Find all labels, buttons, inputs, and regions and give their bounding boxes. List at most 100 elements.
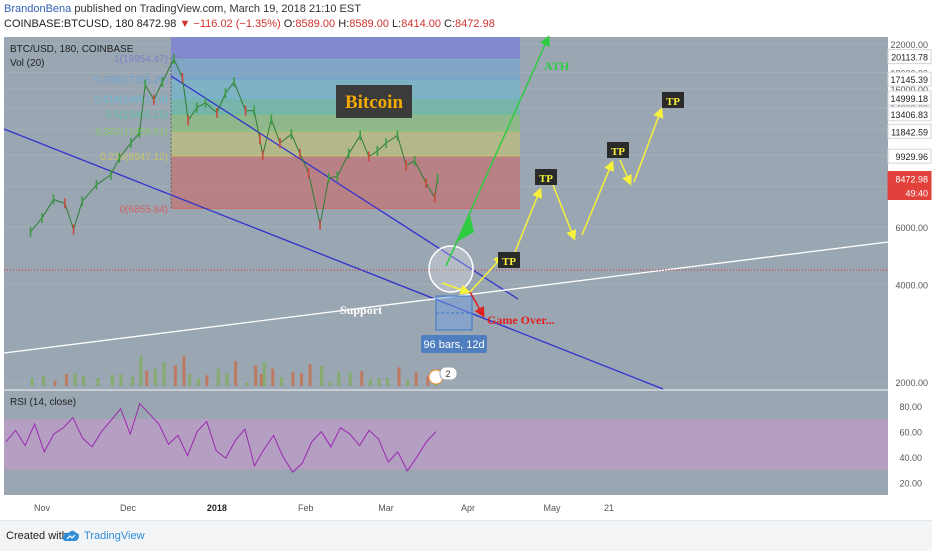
volume-bar [291,372,295,386]
volume-bar [348,372,352,386]
price-marker-box [887,71,932,87]
channel-lower-line[interactable] [3,128,664,390]
tp-label[interactable]: TP [535,169,557,185]
volume-bar [139,356,143,386]
chart-canvas[interactable]: 1(19954.47) 0.786(17155.20) 0.618(14951.79… [0,0,932,520]
volume-bar [188,374,192,386]
price-marker-box [887,148,932,164]
open-value: 8589.00 [295,18,336,30]
price-marker-label: 49:40 [905,188,928,198]
svg-text:TP: TP [502,256,516,268]
volume-bar [360,371,364,386]
time-tick: Dec [120,503,137,513]
price-marker-box [887,123,932,139]
fib-level-label: 1(19954.47) [114,54,168,65]
tp-arrow-6[interactable] [619,159,632,186]
price-marker-box [887,49,932,65]
published-text: published on TradingView.com, March 19, … [74,3,361,15]
svg-text:TP: TP [611,146,625,158]
footer-bar: Created with TradingView [0,520,932,551]
support-label: Support [340,303,382,317]
volume-bar [64,374,68,386]
author-link[interactable]: BrandonBena [4,3,72,15]
ath-label: ATH [544,59,570,73]
volume-bar [414,372,418,386]
volume-bar [153,368,157,386]
price-marker-label: 14999.18 [890,94,928,104]
price-marker-box [887,90,932,106]
price-marker-box [887,184,932,200]
rsi-tick: 80.00 [899,402,922,412]
main-legend[interactable]: BTC/USD, 180, COINBASE [10,44,134,55]
price-tick: 6000.00 [895,223,928,233]
ath-arrow[interactable] [445,35,550,267]
price-tick: 2000.00 [895,378,928,388]
volume-bar [196,378,200,386]
bars-range-text: 96 bars, 12d [423,339,484,351]
bitcoin-logo-text: Bitcoin [345,92,403,113]
fib-band [171,131,520,156]
tp-arrow-2[interactable] [469,254,505,293]
fib-level-label: 0.5(13405.15) [106,110,168,121]
time-tick: Nov [34,503,51,513]
bitcoin-logo: Bitcoin [336,85,412,118]
volume-bar [234,361,238,386]
volume-bar [259,374,263,386]
volume-bar [300,373,303,386]
tp-label[interactable]: TP [607,142,629,158]
game-over-arrow[interactable] [469,291,485,318]
volume-bar [377,378,381,386]
fib-level-label: 0.618(14951.79) [95,94,168,105]
volume-bars [30,356,438,386]
time-tick: 21 [604,503,614,513]
rsi-line [5,402,437,473]
volume-bar [397,367,401,386]
last-price: 8472.98 [136,18,177,30]
volume-bar [245,382,249,386]
channel-upper-line[interactable] [170,75,519,300]
tp-label[interactable]: TP [498,252,520,268]
created-with-text: Created with [6,530,68,542]
fib-level-label: 0.382(11858.51) [95,127,168,138]
highlight-circle[interactable] [428,245,474,293]
price-marker-label: 13406.83 [890,110,928,120]
volume-bar [173,365,177,386]
tp-arrow-5[interactable] [581,160,614,236]
svg-text:TP: TP [539,173,553,185]
price-marker-label: 20113.78 [891,53,928,63]
close-label: C: [444,18,456,30]
time-tick: May [543,503,561,513]
high-value: 8589.00 [349,18,389,30]
price-marker-label: 17145.39 [890,75,928,85]
volume-bar [110,374,114,386]
bars-range-badge [421,335,487,353]
fib-band [171,155,520,209]
time-axis[interactable]: Nov Dec 2018 Feb Mar Apr May 21 [34,503,614,513]
pane-divider [4,389,888,391]
volume-bar [216,368,220,386]
volume-bar [337,372,341,386]
volume-bar [225,373,229,386]
tradingview-brand-link[interactable]: TradingView [84,530,145,542]
volume-bar [368,379,372,386]
tp-arrow-4[interactable] [552,184,577,241]
rsi-axis[interactable]: 80.00 60.00 40.00 20.00 [899,402,922,488]
rsi-tick: 20.00 [899,478,922,488]
volume-bar [426,376,430,386]
price-marker-label: 11842.59 [891,127,928,137]
volume-legend[interactable]: Vol (20) [10,58,44,69]
volume-bar [406,380,410,386]
close-value: 8472.98 [455,18,495,30]
event-count-badge[interactable] [439,366,458,381]
tp-arrow-1[interactable] [441,282,471,295]
time-tick: Apr [461,503,475,513]
volume-bar [73,373,77,386]
price-marker-label: 9929.96 [895,152,928,162]
tp-arrow-3[interactable] [514,187,543,253]
volume-bar [254,365,258,386]
rsi-legend[interactable]: RSI (14, close) [10,397,76,408]
tp-label[interactable]: TP [662,92,684,108]
time-tick: Feb [298,503,314,513]
low-value: 8414.00 [401,18,441,30]
tp-arrow-7[interactable] [633,107,664,183]
